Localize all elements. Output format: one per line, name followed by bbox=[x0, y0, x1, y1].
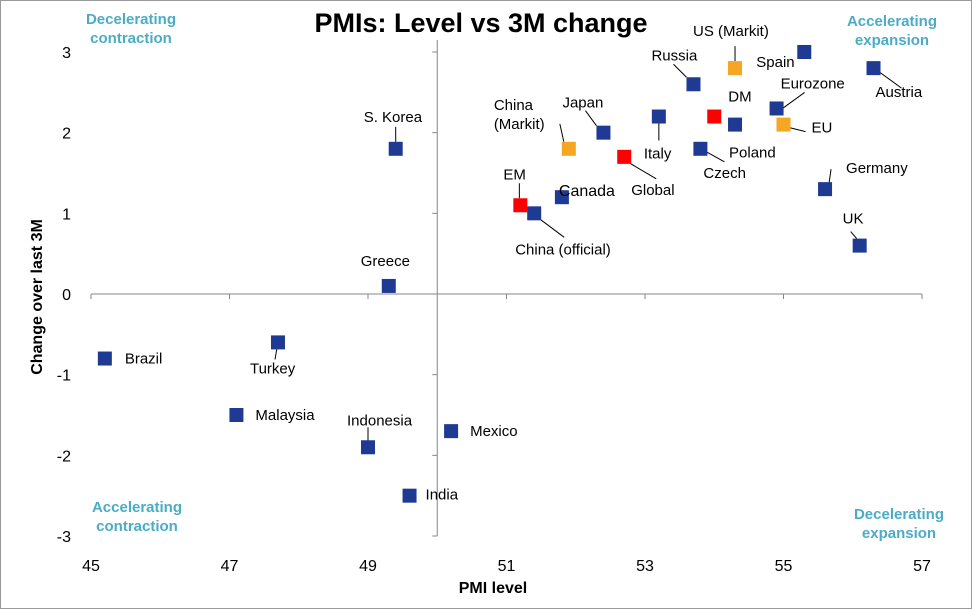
point-marker-china-markit bbox=[561, 141, 576, 156]
point-label-global: Global bbox=[631, 182, 674, 199]
y-tick-label: 2 bbox=[62, 126, 71, 143]
point-label-eurozone: Eurozone bbox=[781, 75, 845, 92]
point-marker-india bbox=[402, 488, 417, 503]
y-tick-label: -2 bbox=[57, 448, 71, 465]
point-label-poland: Poland bbox=[729, 145, 776, 162]
point-label-china-markit: (Markit) bbox=[494, 116, 545, 133]
point-marker-s-korea bbox=[388, 141, 403, 156]
point-label-dm: DM bbox=[728, 89, 751, 106]
point-marker-russia bbox=[686, 77, 701, 92]
point-label-spain: Spain bbox=[756, 54, 794, 71]
quadrant-label-top-left-line1: Decelerating bbox=[86, 11, 176, 28]
point-label-italy: Italy bbox=[644, 146, 672, 163]
point-marker-spain bbox=[797, 45, 812, 59]
y-axis-title: Change over last 3M bbox=[29, 219, 46, 375]
leader-line bbox=[706, 151, 725, 163]
point-label-brazil: Brazil bbox=[125, 351, 163, 368]
point-marker-em bbox=[513, 198, 528, 213]
quadrant-label-bottom-left-line1: Accelerating bbox=[92, 499, 182, 516]
x-tick-label: 57 bbox=[913, 558, 931, 575]
point-marker-germany bbox=[818, 182, 833, 197]
x-axis-title: PMI level bbox=[459, 580, 527, 597]
point-label-s-korea: S. Korea bbox=[364, 109, 423, 126]
quadrant-label-top-right-line2: expansion bbox=[855, 32, 929, 49]
y-tick-label: 1 bbox=[62, 206, 71, 223]
quadrant-label-bottom-left-line2: contraction bbox=[96, 518, 178, 535]
point-marker-japan bbox=[596, 125, 611, 140]
point-marker-dm bbox=[707, 109, 722, 124]
point-marker-austria bbox=[866, 61, 881, 76]
point-label-austria: Austria bbox=[876, 84, 923, 101]
point-marker-turkey bbox=[270, 335, 285, 350]
leader-line bbox=[789, 127, 806, 133]
point-marker-eu bbox=[776, 117, 791, 132]
quadrant-label-top-right-line1: Accelerating bbox=[847, 13, 937, 30]
point-marker-china-official bbox=[527, 206, 542, 221]
axes-layer: 45 47 49 51 53 55 57 -3 -2 -1 0 1 2 3 bbox=[57, 40, 931, 575]
y-tick-label: -3 bbox=[57, 529, 71, 546]
point-label-india: India bbox=[426, 487, 459, 504]
point-label-japan: Japan bbox=[562, 95, 603, 112]
points-layer bbox=[97, 45, 881, 503]
x-tick-label: 45 bbox=[82, 558, 100, 575]
x-tick-label: 55 bbox=[775, 558, 793, 575]
point-marker-brazil bbox=[97, 351, 112, 366]
point-marker-global bbox=[617, 149, 632, 164]
point-marker-malaysia bbox=[229, 408, 244, 422]
point-marker-us-markit bbox=[728, 61, 743, 76]
leader-line bbox=[559, 123, 565, 142]
point-label-china-markit: China bbox=[494, 97, 534, 114]
quadrant-label-bottom-right-line2: expansion bbox=[862, 525, 936, 542]
quadrant-label-bottom-right-line1: Decelerating bbox=[854, 506, 944, 523]
point-label-uk: UK bbox=[843, 211, 864, 228]
point-marker-mexico bbox=[444, 424, 459, 439]
leader-line bbox=[628, 162, 657, 180]
leader-line bbox=[879, 71, 902, 89]
point-label-greece: Greece bbox=[361, 253, 410, 270]
point-label-germany: Germany bbox=[846, 160, 908, 177]
leader-line bbox=[782, 92, 805, 109]
quadrant-label-top-left-line2: contraction bbox=[90, 30, 172, 47]
point-label-indonesia: Indonesia bbox=[347, 412, 413, 429]
chart-title: PMIs: Level vs 3M change bbox=[314, 8, 647, 38]
point-label-czech: Czech bbox=[703, 165, 746, 182]
leader-line bbox=[585, 110, 597, 126]
point-marker-italy bbox=[651, 109, 666, 124]
point-marker-poland bbox=[728, 117, 743, 132]
leader-line bbox=[673, 63, 687, 78]
point-label-china-official: China (official) bbox=[515, 241, 611, 258]
point-labels-layer: Spain Austria US (Markit) Russia Eurozone DM I… bbox=[125, 23, 923, 504]
x-tick-label: 51 bbox=[498, 558, 516, 575]
point-label-em: EM bbox=[503, 166, 525, 183]
x-tick-label: 47 bbox=[221, 558, 239, 575]
point-label-turkey: Turkey bbox=[250, 360, 296, 377]
leader-lines-layer bbox=[274, 46, 902, 448]
leader-line bbox=[828, 169, 832, 184]
leader-line bbox=[539, 218, 565, 238]
leader-line bbox=[850, 231, 858, 239]
y-tick-label: 0 bbox=[62, 287, 71, 304]
y-tick-label: -1 bbox=[57, 368, 71, 385]
point-label-canada: Canada bbox=[559, 183, 615, 200]
point-marker-indonesia bbox=[361, 440, 375, 455]
point-label-us-markit: US (Markit) bbox=[693, 23, 769, 40]
point-marker-eurozone bbox=[769, 101, 784, 116]
point-label-mexico: Mexico bbox=[470, 423, 518, 440]
point-label-eu: EU bbox=[812, 120, 833, 137]
x-tick-label: 49 bbox=[359, 558, 377, 575]
y-tick-label: 3 bbox=[62, 45, 71, 62]
point-marker-greece bbox=[381, 278, 396, 293]
point-label-malaysia: Malaysia bbox=[255, 407, 315, 424]
x-tick-label: 53 bbox=[636, 558, 654, 575]
point-marker-uk bbox=[852, 238, 867, 253]
point-marker-czech bbox=[693, 141, 708, 156]
point-label-russia: Russia bbox=[651, 47, 698, 64]
point-marker-canada bbox=[554, 190, 569, 205]
